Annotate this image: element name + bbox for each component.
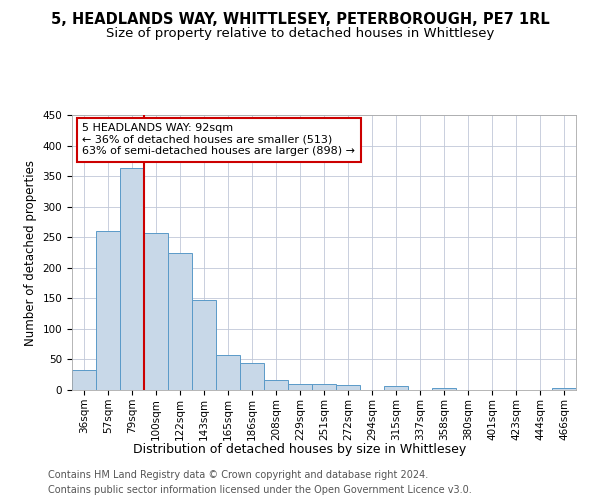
Bar (288, 384, 312, 390)
Bar (336, 385, 360, 390)
Bar (168, 253, 192, 390)
Text: 5, HEADLANDS WAY, WHITTLESEY, PETERBOROUGH, PE7 1RL: 5, HEADLANDS WAY, WHITTLESEY, PETERBOROU… (50, 12, 550, 28)
Bar (384, 386, 408, 390)
Text: Contains HM Land Registry data © Crown copyright and database right 2024.: Contains HM Land Registry data © Crown c… (48, 470, 428, 480)
Text: Size of property relative to detached houses in Whittlesey: Size of property relative to detached ho… (106, 28, 494, 40)
Bar (192, 300, 216, 390)
Bar (120, 168, 144, 390)
Bar (216, 355, 240, 390)
Bar (552, 388, 576, 390)
Bar (432, 388, 456, 390)
Bar (72, 370, 96, 390)
Bar (240, 363, 264, 390)
Y-axis label: Number of detached properties: Number of detached properties (24, 160, 37, 346)
Text: Contains public sector information licensed under the Open Government Licence v3: Contains public sector information licen… (48, 485, 472, 495)
Bar (96, 231, 120, 390)
Bar (264, 380, 288, 390)
Bar (144, 233, 168, 390)
Text: Distribution of detached houses by size in Whittlesey: Distribution of detached houses by size … (133, 442, 467, 456)
Bar (312, 384, 336, 390)
Text: 5 HEADLANDS WAY: 92sqm
← 36% of detached houses are smaller (513)
63% of semi-de: 5 HEADLANDS WAY: 92sqm ← 36% of detached… (82, 123, 355, 156)
